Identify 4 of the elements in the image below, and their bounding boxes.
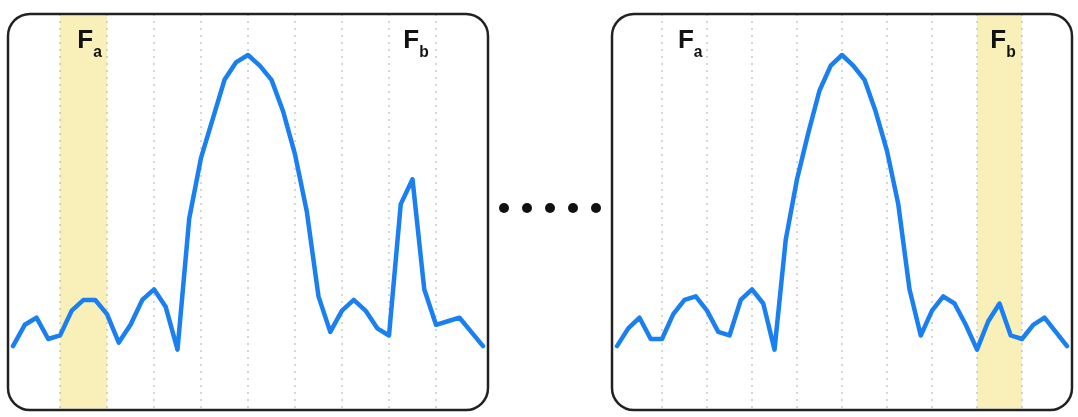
annotation: F$_{a}$ bbox=[77, 24, 103, 60]
annotation: F$_{a}$ bbox=[677, 24, 703, 60]
annotation: F$_{b}$ bbox=[403, 24, 429, 60]
annotation: F$_{b}$ bbox=[990, 24, 1016, 60]
